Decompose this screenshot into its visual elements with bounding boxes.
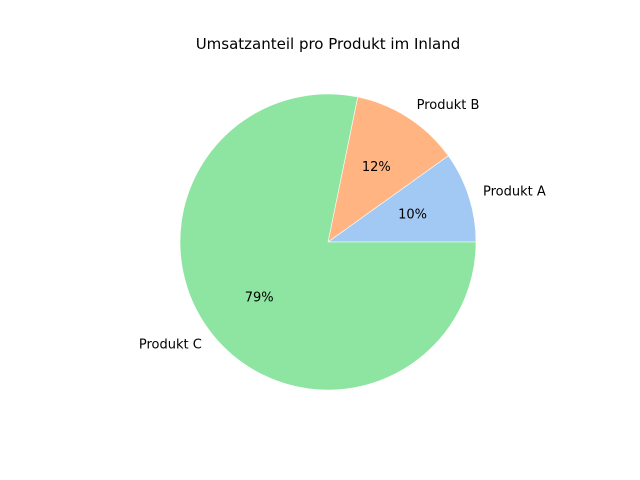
chart-title: Umsatzanteil pro Produkt im Inland: [196, 35, 461, 53]
slice-label-produkt-c: Produkt C: [139, 337, 202, 352]
slice-percent-produkt-a: 10%: [398, 207, 427, 222]
pie-slices: [179, 93, 477, 391]
slice-percent-produkt-c: 79%: [245, 291, 274, 306]
slice-percent-produkt-b: 12%: [362, 160, 391, 175]
pie-slice-produkt-b: [327, 96, 449, 243]
pie-labels: Produkt A 10% Produkt B 12% Produkt C 79%: [139, 98, 546, 352]
slice-label-produkt-b: Produkt B: [417, 98, 480, 113]
slice-label-produkt-a: Produkt A: [483, 185, 546, 200]
pie-slice-produkt-c: [179, 93, 477, 391]
pie-slice-produkt-a: [327, 155, 477, 243]
